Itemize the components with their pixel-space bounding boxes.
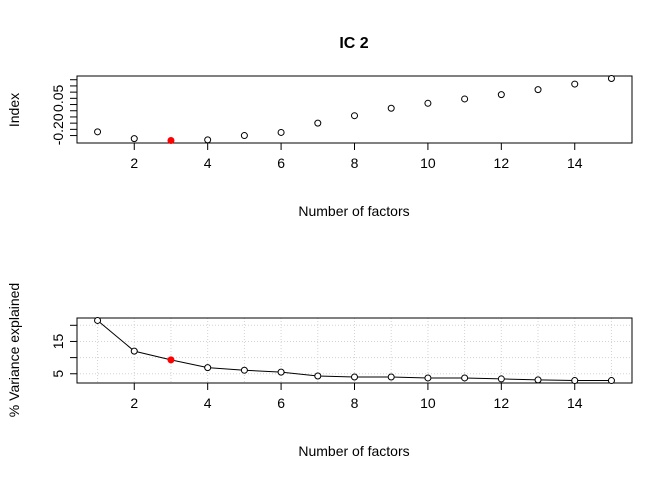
data-point [204,364,212,372]
x-tick-label: 14 [567,155,583,171]
data-point [277,128,285,136]
data-point [130,347,138,355]
y-tick-label: -0.20 [50,113,66,145]
data-point [314,372,322,380]
x-tick-label: 8 [351,155,359,171]
data-point [461,374,469,382]
chart-title: IC 2 [339,35,368,52]
x-axis-label-top: Number of factors [298,203,409,219]
data-point [424,374,432,382]
data-point-highlighted [167,356,175,364]
y-tick-label: 15 [50,333,66,349]
x-tick-label: 2 [130,395,138,411]
data-point [387,104,395,112]
data-point [607,74,615,82]
data-point [571,80,579,88]
data-point [497,91,505,99]
x-tick-label: 4 [204,155,212,171]
panel-bottom: 2 4 6 8 10 12 14 5 15 [50,316,633,411]
data-point [534,86,542,94]
data-point [94,316,102,324]
data-point [497,375,505,383]
data-point [607,377,615,385]
x-tick-label: 4 [204,395,212,411]
data-point [94,128,102,136]
data-point [314,119,322,127]
y-tick-label: 5 [50,370,66,378]
series-line [97,320,612,382]
panel-top: 2 4 6 8 10 12 14 -0.20 0.05 [50,74,633,171]
x-tick-label: 10 [420,395,436,411]
data-point [204,136,212,144]
y-tick-label: 0.05 [50,84,66,111]
x-tick-label: 12 [494,155,510,171]
data-point [387,373,395,381]
x-tick-label: 10 [420,155,436,171]
data-point [240,132,248,140]
y-axis-label-top: Index [6,93,22,127]
data-point [351,112,358,120]
data-point [130,135,138,143]
data-point [351,373,358,381]
data-point [277,368,285,376]
x-tick-label: 6 [277,155,285,171]
x-tick-label: 6 [277,395,285,411]
data-point [461,95,469,103]
x-tick-label: 12 [494,395,510,411]
plot-frame [76,75,633,144]
data-point [534,376,542,384]
data-point [571,377,579,385]
data-point-highlighted [167,137,175,145]
data-point [424,99,432,107]
data-point [240,366,248,374]
x-axis-label-bottom: Number of factors [298,443,409,459]
y-axis-label-bottom: % Variance explained [6,283,22,417]
x-tick-label: 8 [351,395,359,411]
x-tick-label: 2 [130,155,138,171]
x-tick-label: 14 [567,395,583,411]
